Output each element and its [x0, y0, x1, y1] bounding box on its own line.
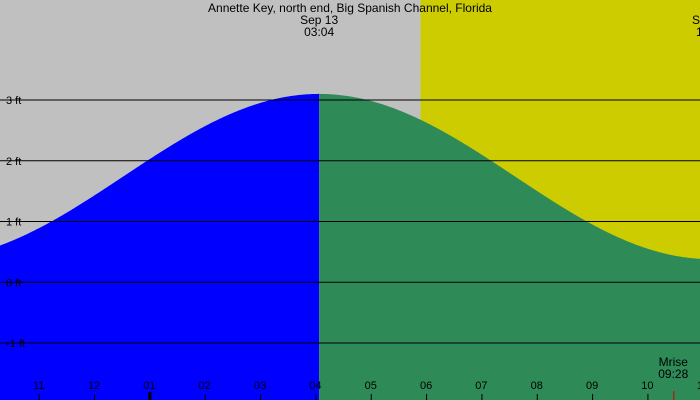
hour-tick [315, 394, 317, 400]
hour-tick [204, 394, 206, 400]
hour-tick-label: 11 [697, 380, 700, 392]
hour-tick-label: 11 [33, 380, 44, 392]
extreme-time-label: 10:09 [696, 25, 700, 39]
y-tick-label: 1 ft [6, 217, 21, 229]
hour-tick-label: 04 [309, 380, 321, 392]
hour-tick [260, 394, 262, 400]
hour-tick-label: 06 [420, 380, 432, 392]
hour-tick [94, 394, 96, 400]
hour-tick-label: 12 [88, 380, 100, 392]
moon-event-label: Mrise [659, 355, 689, 369]
y-tick-label: 2 ft [6, 156, 21, 168]
extreme-date-label: Sep 13 [300, 13, 338, 27]
extreme-date-label: Sep 13 [692, 13, 700, 27]
hour-tick-label: 07 [475, 380, 487, 392]
hour-tick [536, 394, 538, 400]
tide-area [0, 93, 700, 400]
falling-tide-segment [319, 93, 700, 400]
extreme-time-label: 03:04 [304, 25, 334, 39]
y-axis-labels: 3 ft 2 ft 1 ft 0 ft -1 ft [6, 95, 25, 350]
chart-title: Annette Key, north end, Big Spanish Chan… [208, 1, 492, 15]
hour-tick-label: 03 [254, 380, 266, 392]
gridlines [0, 99, 700, 344]
hour-tick-label: 08 [531, 380, 543, 392]
hour-tick [647, 394, 649, 400]
hour-tick [370, 394, 372, 400]
hour-tick [481, 394, 483, 400]
hour-tick-label: 10 [641, 380, 653, 392]
hour-tick-label: 01 [143, 380, 155, 392]
y-tick-label: -1 ft [6, 338, 25, 350]
hour-tick-label: 02 [199, 380, 211, 392]
rising-tide-segment [0, 93, 320, 400]
hour-tick-label: 09 [586, 380, 598, 392]
hour-axis: 11 12 01 02 03 04 05 06 07 08 09 10 11 [33, 380, 700, 400]
moon-event-tick [673, 391, 675, 400]
hour-tick-label: 05 [365, 380, 377, 392]
midnight-tick [148, 392, 152, 400]
hour-tick [426, 394, 428, 400]
y-tick-label: 0 ft [6, 277, 21, 289]
moon-event-time: 09:28 [658, 367, 688, 381]
y-tick-label: 3 ft [6, 95, 21, 107]
hour-tick [592, 394, 594, 400]
hour-tick [38, 394, 40, 400]
